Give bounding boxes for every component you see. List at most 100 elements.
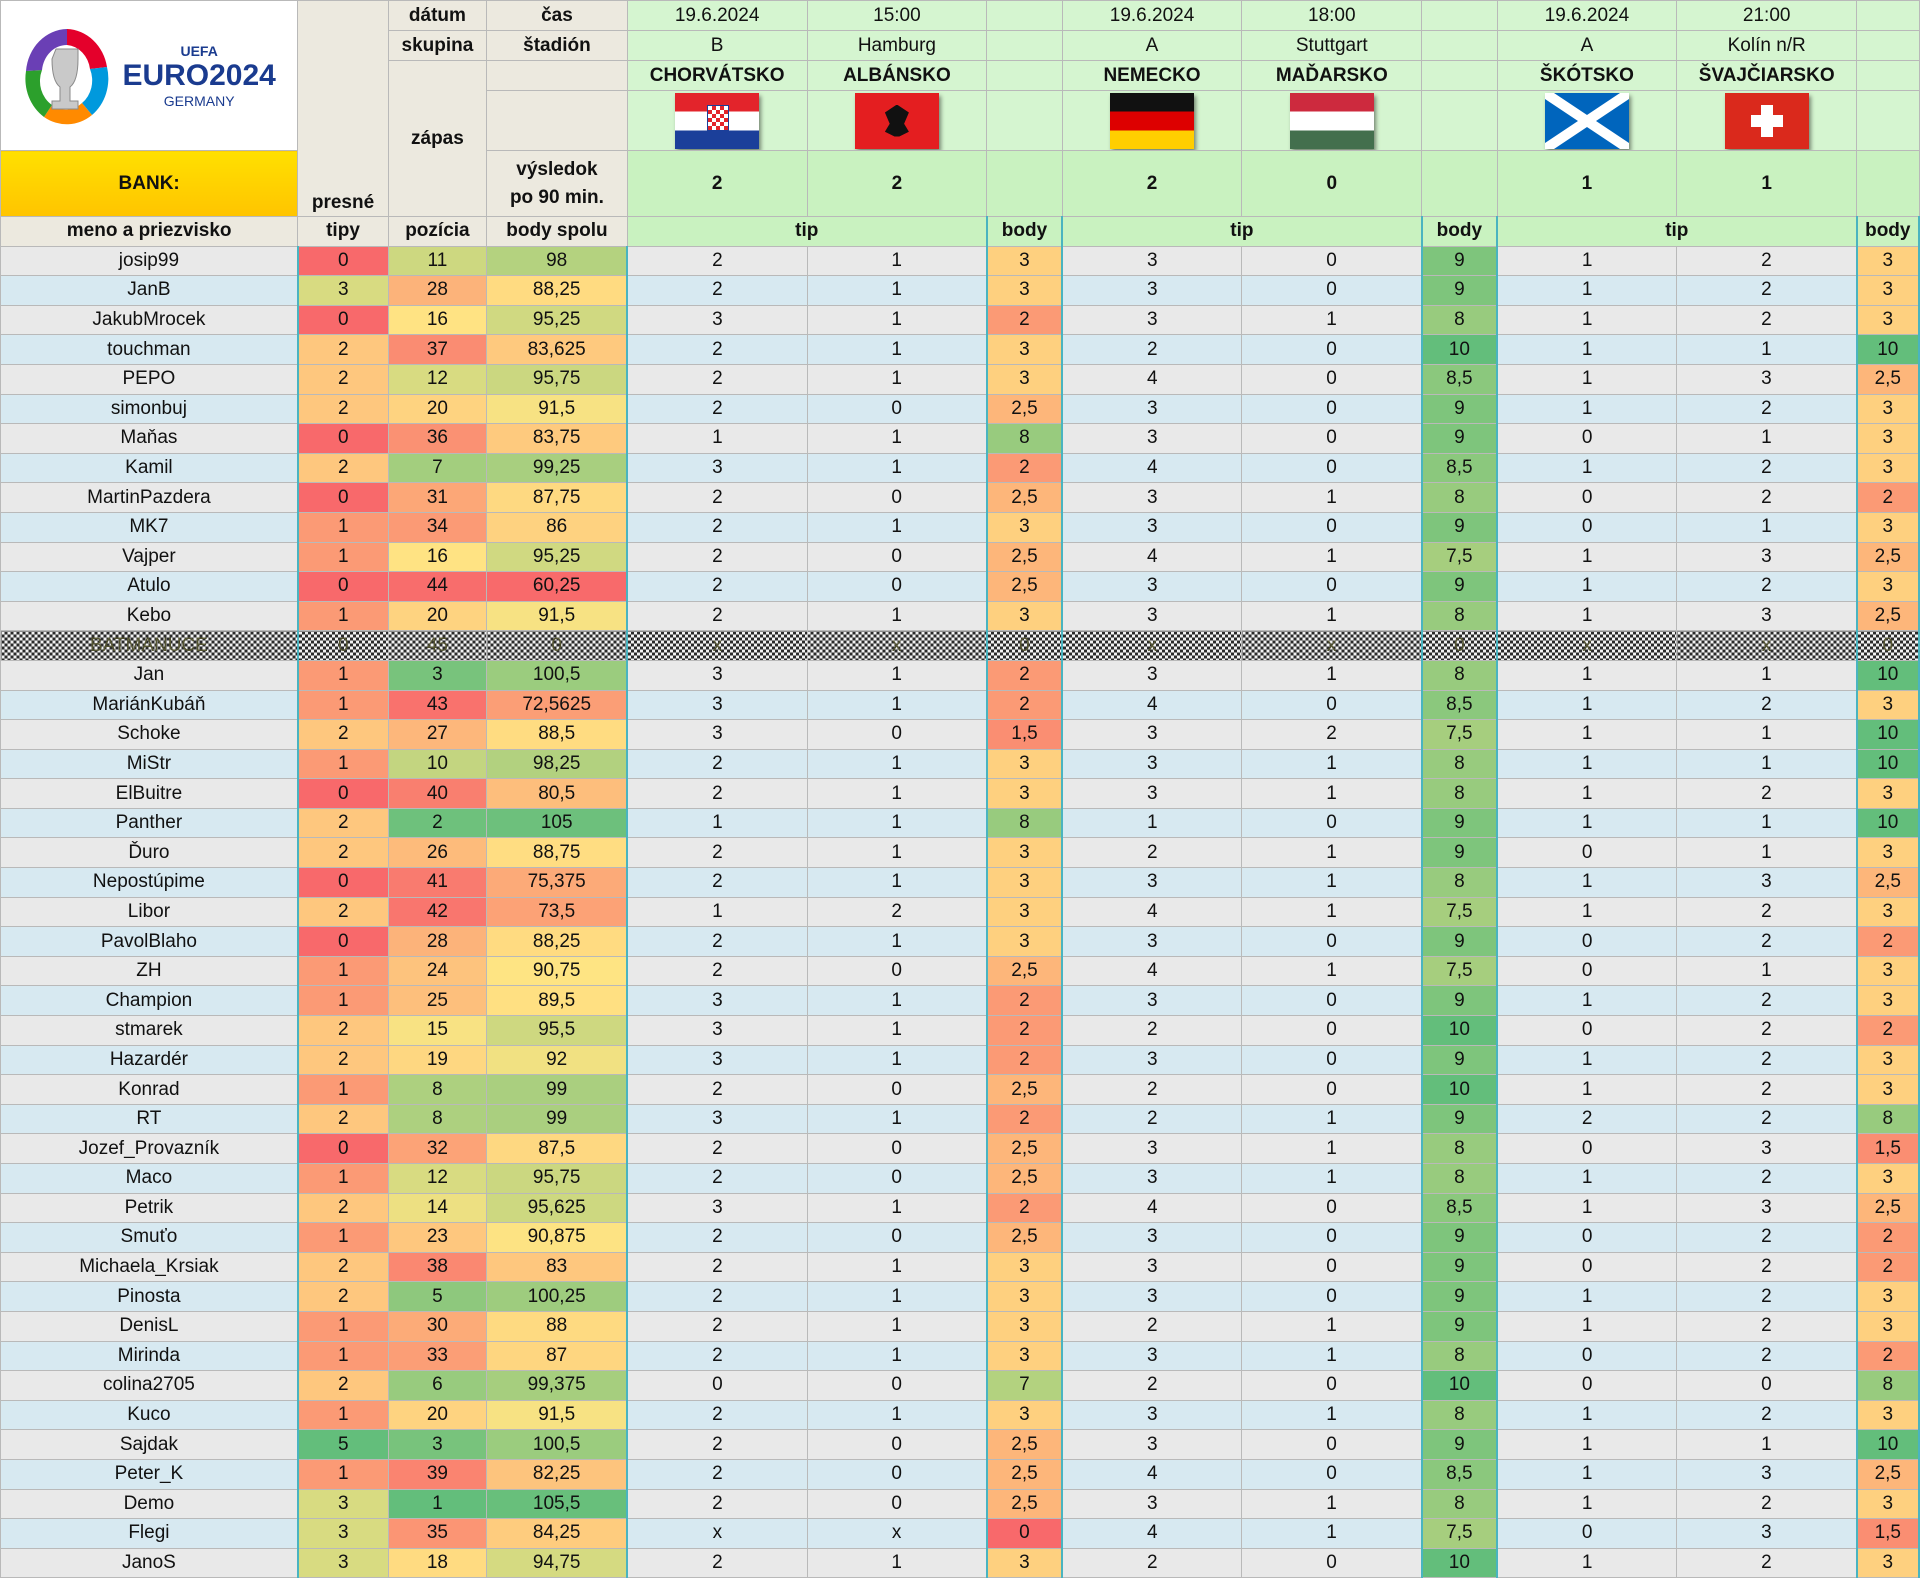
m1-tip-home: 2 [626, 275, 808, 306]
position: 31 [387, 482, 488, 513]
m1-points: 0 [985, 630, 1064, 661]
m1-points: 3 [985, 511, 1064, 543]
m2-tip-away: 0 [1241, 689, 1423, 721]
m3-points: 10 [1855, 719, 1920, 750]
m1-tip-away: 1 [806, 807, 988, 839]
m2-tip-away: 0 [1241, 1251, 1423, 1283]
total-points: 98,25 [486, 748, 629, 780]
m1-tip-away: 0 [806, 1429, 988, 1460]
m1-tip-home: 3 [626, 452, 808, 484]
exact-tips: 1 [296, 659, 389, 691]
m2-tip-home: 4 [1061, 1458, 1243, 1490]
m1-points: 2 [985, 304, 1064, 336]
table-row: DenisL 1 30 88 2 1 3 2 1 9 1 2 3 [0, 1310, 1920, 1342]
m1-tip-home: 3 [626, 1192, 808, 1224]
m2-tip-home: 2 [1061, 1103, 1243, 1135]
m2-tip-away: 1 [1241, 867, 1423, 898]
m3-points: 3 [1855, 245, 1920, 277]
m1-tip-away: 1 [806, 1192, 988, 1224]
m1-points: 2,5 [985, 1429, 1064, 1460]
exact-tips: 2 [296, 1015, 389, 1046]
exact-tips: 3 [296, 1518, 389, 1549]
m1-points: 1,5 [985, 719, 1064, 750]
match3-home-team: ŠKÓTSKO [1496, 60, 1678, 91]
m3-points: 3 [1855, 1044, 1920, 1076]
m1-tip-home: 2 [626, 571, 808, 602]
m3-tip-away: 1 [1676, 719, 1858, 750]
m3-points: 3 [1855, 778, 1920, 809]
m1-tip-away: 0 [806, 955, 988, 987]
m1-tip-home: 2 [626, 1488, 808, 1520]
m2-tip-away: 1 [1241, 748, 1423, 780]
m3-tip-away: 3 [1676, 1518, 1858, 1549]
m1-tip-away: 0 [806, 1074, 988, 1105]
m3-points: 2 [1855, 1340, 1920, 1372]
m1-tip-home: 2 [626, 837, 808, 869]
m2-points: 8 [1420, 482, 1499, 513]
m1-points: 2 [985, 1192, 1064, 1224]
match2-spacer [1421, 0, 1498, 31]
player-name: Sajdak [0, 1429, 299, 1460]
m2-points: 8 [1420, 1133, 1499, 1164]
position: 12 [387, 1163, 488, 1194]
table-row: JakubMrocek 0 16 95,25 3 1 2 3 1 8 1 2 3 [0, 304, 1920, 336]
position: 42 [387, 896, 488, 928]
m3-tip-home: 1 [1496, 689, 1678, 721]
trophy-icon [25, 24, 109, 124]
total-points: 95,25 [486, 304, 629, 336]
position: 35 [387, 1518, 488, 1549]
m2-points: 8,5 [1420, 363, 1499, 395]
m2-tip-home: 2 [1061, 1547, 1243, 1579]
position: 16 [387, 541, 488, 573]
m2-tip-home: 3 [1061, 1044, 1243, 1076]
m2-points: 9 [1420, 837, 1499, 869]
m3-tip-home: 0 [1496, 1015, 1678, 1046]
total-points: 100,5 [486, 1429, 629, 1460]
position: 19 [387, 1044, 488, 1076]
m1-points: 2 [985, 1044, 1064, 1076]
m1-tip-home: 2 [626, 334, 808, 365]
m2-points: 9 [1420, 985, 1499, 1017]
exact-tips: 2 [296, 896, 389, 928]
m1-tip-away: 1 [806, 748, 988, 780]
m2-tip-away: 1 [1241, 778, 1423, 809]
match1-away-flag-cell [806, 90, 988, 151]
m3-tip-home: 1 [1496, 275, 1678, 306]
position: 26 [387, 837, 488, 869]
m1-points: 3 [985, 1281, 1064, 1312]
total-points: 87 [486, 1340, 629, 1372]
player-name: JanB [0, 275, 299, 306]
m2-points: 8 [1420, 1488, 1499, 1520]
exact-tips: 0 [296, 245, 389, 277]
stadion-header: štadión [486, 30, 628, 61]
exact-tips: 2 [296, 807, 389, 839]
m3-points: 2 [1855, 482, 1920, 513]
m2-tip-away: 1 [1241, 896, 1423, 928]
table-row: MariánKubáň 1 43 72,5625 3 1 2 4 0 8,5 1 2 3 [0, 689, 1920, 721]
exact-tips: 0 [296, 778, 389, 809]
match3-date: 19.6.2024 [1496, 0, 1678, 31]
m3-tip-home: 1 [1496, 896, 1678, 928]
player-name: PEPO [0, 363, 299, 395]
m1-tip-home: 2 [626, 748, 808, 780]
meno-header: meno a priezvisko [0, 216, 299, 247]
m1-tip-home: 2 [626, 867, 808, 898]
total-points: 88,75 [486, 837, 629, 869]
m3-points: 10 [1855, 1429, 1920, 1460]
m3-points: 3 [1855, 1547, 1920, 1579]
total-points: 91,5 [486, 1399, 629, 1431]
m3-tip-home: 1 [1496, 393, 1678, 425]
m3-tip-home: 0 [1496, 837, 1678, 869]
m3-tip-home: 1 [1496, 1399, 1678, 1431]
presne-label: presné [311, 192, 375, 213]
total-points: 87,5 [486, 1133, 629, 1164]
m2-tip-away: 0 [1241, 1192, 1423, 1224]
match1-body-header: body [985, 216, 1064, 247]
m3-tip-away: 2 [1676, 1310, 1858, 1342]
m2-tip-home: 3 [1061, 659, 1243, 691]
m2-tip-home: 3 [1061, 1222, 1243, 1253]
m2-tip-away: 1 [1241, 482, 1423, 513]
albania-flag-icon [854, 92, 939, 149]
player-name: Michaela_Krsiak [0, 1251, 299, 1283]
match2-away-flag-cell [1241, 90, 1423, 151]
